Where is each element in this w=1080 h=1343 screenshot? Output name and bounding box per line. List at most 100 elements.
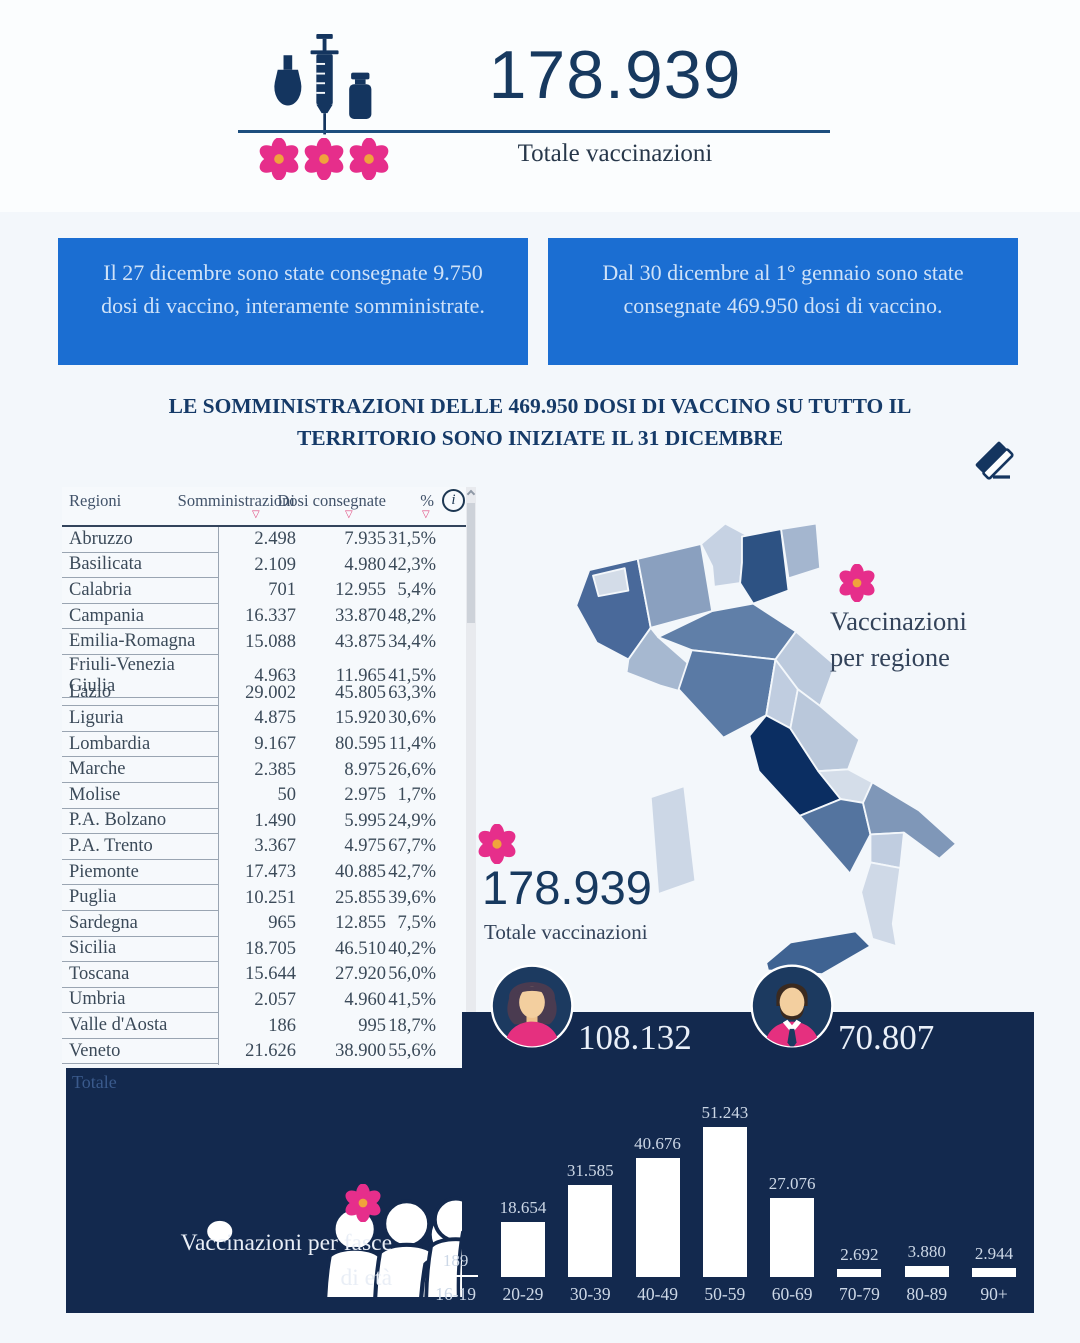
cell-somministrazioni: 186: [268, 1015, 296, 1036]
sort-arrow-icon[interactable]: ▽: [252, 509, 260, 520]
header-divider: [238, 130, 830, 133]
bar[interactable]: [500, 1222, 545, 1277]
cell-regione[interactable]: Lombardia: [62, 732, 218, 758]
table-row[interactable]: Basilicata 2.109 4.980 42,3%: [62, 553, 466, 579]
cell-regione[interactable]: Toscana: [62, 962, 218, 988]
sort-arrow-icon[interactable]: ▽: [345, 509, 353, 520]
flower-icon: [303, 138, 345, 180]
table-row[interactable]: Valle d'Aosta 186 995 18,7%: [62, 1013, 466, 1039]
bar[interactable]: [770, 1197, 815, 1277]
cell-regione[interactable]: Emilia-Romagna: [62, 629, 218, 655]
cell-dosi-consegnate: 43.875: [335, 631, 386, 652]
bar-group-30-39[interactable]: 31.585 30-39: [557, 1161, 624, 1305]
cell-percent: 56,0%: [388, 964, 436, 985]
map-region-veneto[interactable]: [739, 528, 790, 605]
cell-regione[interactable]: Sicilia: [62, 937, 218, 963]
table-row[interactable]: Lombardia 9.167 80.595 11,4%: [62, 732, 466, 758]
table-scrollbar[interactable]: [466, 487, 476, 1065]
table-row[interactable]: Sicilia 18.705 46.510 40,2%: [62, 937, 466, 963]
table-row[interactable]: Abruzzo 2.498 7.935 31,5%: [62, 527, 466, 553]
table-row[interactable]: Marche 2.385 8.975 26,6%: [62, 757, 466, 783]
bar[interactable]: [568, 1184, 613, 1277]
flower-icon: [344, 1184, 382, 1222]
bar[interactable]: [837, 1269, 882, 1277]
bar-group-20-29[interactable]: 18.654 20-29: [489, 1198, 556, 1305]
table-row[interactable]: Campania 16.337 33.870 48,2%: [62, 604, 466, 630]
scroll-up-icon[interactable]: [466, 489, 476, 499]
cell-somministrazioni: 18.705: [245, 938, 296, 959]
table-row[interactable]: Veneto 21.626 38.900 55,6%: [62, 1039, 466, 1065]
cell-somministrazioni: 3.367: [254, 836, 296, 857]
cell-regione[interactable]: Basilicata: [62, 553, 218, 579]
flower-icon: [838, 564, 876, 602]
bar-group-70-79[interactable]: 2.692 70-79: [826, 1245, 893, 1305]
cell-regione[interactable]: Valle d'Aosta: [62, 1013, 218, 1039]
table-row[interactable]: Friuli-Venezia Giulia 4.963 11.965 41,5%: [62, 655, 466, 698]
info-icon[interactable]: i: [442, 489, 465, 512]
column-header-dosi-consegnate[interactable]: Dosi consegnate: [277, 491, 386, 510]
cell-regione[interactable]: P.A. Bolzano: [62, 809, 218, 835]
map-region-campania[interactable]: [798, 798, 872, 875]
cell-dosi-consegnate: 12.855: [335, 913, 386, 934]
cell-dosi-consegnate: 15.920: [335, 708, 386, 729]
cell-regione[interactable]: Veneto: [62, 1039, 218, 1065]
scrollbar-thumb[interactable]: [467, 503, 475, 623]
bar-group-50-59[interactable]: 51.243 50-59: [691, 1103, 758, 1305]
map-region-valle-daosta[interactable]: [592, 567, 630, 598]
bar-group-60-69[interactable]: 27.076 60-69: [758, 1174, 825, 1305]
cell-dosi-consegnate: 5.995: [344, 810, 386, 831]
table-row[interactable]: Molise 50 2.975 1,7%: [62, 783, 466, 809]
cell-regione[interactable]: Piemonte: [62, 860, 218, 886]
cell-regione[interactable]: Umbria: [62, 988, 218, 1014]
map-region-friuli[interactable]: [780, 522, 822, 580]
table-row[interactable]: P.A. Trento 3.367 4.975 67,7%: [62, 834, 466, 860]
table-row[interactable]: Lazio 29.002 45.805 63,3%: [62, 681, 466, 707]
cell-regione[interactable]: Molise: [62, 783, 218, 809]
cell-regione[interactable]: Sardegna: [62, 911, 218, 937]
bar-group-40-49[interactable]: 40.676 40-49: [624, 1134, 691, 1305]
bar[interactable]: [433, 1275, 478, 1277]
cell-regione[interactable]: Calabria: [62, 578, 218, 604]
column-header-somministrazioni[interactable]: Somministrazioni: [177, 491, 295, 510]
eraser-clear-icon[interactable]: [970, 436, 1018, 484]
cell-regione[interactable]: Friuli-Venezia Giulia: [62, 655, 218, 698]
bar-group-90+[interactable]: 2.944 90+: [960, 1244, 1027, 1305]
bar[interactable]: [635, 1157, 680, 1277]
map-region-puglia[interactable]: [862, 781, 958, 860]
column-header-percent[interactable]: %: [420, 491, 434, 510]
cell-percent: 7,5%: [397, 913, 436, 934]
table-row[interactable]: Liguria 4.875 15.920 30,6%: [62, 706, 466, 732]
map-region-sardegna[interactable]: [649, 785, 697, 895]
map-region-sicilia[interactable]: [765, 930, 872, 976]
italy-choropleth-map[interactable]: [540, 490, 970, 1030]
sort-arrow-icon[interactable]: ▽: [422, 509, 430, 520]
map-region-toscana[interactable]: [677, 649, 777, 739]
table-row[interactable]: Sardegna 965 12.855 7,5%: [62, 911, 466, 937]
map-region-calabria[interactable]: [860, 861, 902, 948]
bar[interactable]: [702, 1127, 747, 1277]
info-box-text: Dal 30 dicembre al 1° gennaio sono state…: [602, 260, 964, 318]
cell-regione[interactable]: P.A. Trento: [62, 834, 218, 860]
bar[interactable]: [972, 1268, 1017, 1277]
cell-regione[interactable]: Liguria: [62, 706, 218, 732]
table-row[interactable]: Piemonte 17.473 40.885 42,7%: [62, 860, 466, 886]
table-row[interactable]: Emilia-Romagna 15.088 43.875 34,4%: [62, 629, 466, 655]
cell-regione[interactable]: Abruzzo: [62, 527, 218, 553]
table-row[interactable]: Toscana 15.644 27.920 56,0%: [62, 962, 466, 988]
bar-group-16-19[interactable]: 189 16-19: [422, 1251, 489, 1305]
column-header-regioni[interactable]: Regioni: [69, 491, 122, 510]
table-row[interactable]: P.A. Bolzano 1.490 5.995 24,9%: [62, 809, 466, 835]
map-region-lombardia[interactable]: [636, 543, 714, 629]
bar[interactable]: [904, 1265, 949, 1277]
cell-somministrazioni: 29.002: [245, 682, 296, 703]
bar-category-label: 30-39: [569, 1284, 611, 1304]
cell-regione[interactable]: Lazio: [62, 681, 218, 707]
cell-regione[interactable]: Marche: [62, 757, 218, 783]
table-row[interactable]: Umbria 2.057 4.960 41,5%: [62, 988, 466, 1014]
cell-regione[interactable]: Campania: [62, 604, 218, 630]
cell-regione[interactable]: Puglia: [62, 885, 218, 911]
table-row[interactable]: Puglia 10.251 25.855 39,6%: [62, 885, 466, 911]
table-row[interactable]: Calabria 701 12.955 5,4%: [62, 578, 466, 604]
cell-somministrazioni: 2.385: [254, 759, 296, 780]
bar-group-80-89[interactable]: 3.880 80-89: [893, 1242, 960, 1305]
